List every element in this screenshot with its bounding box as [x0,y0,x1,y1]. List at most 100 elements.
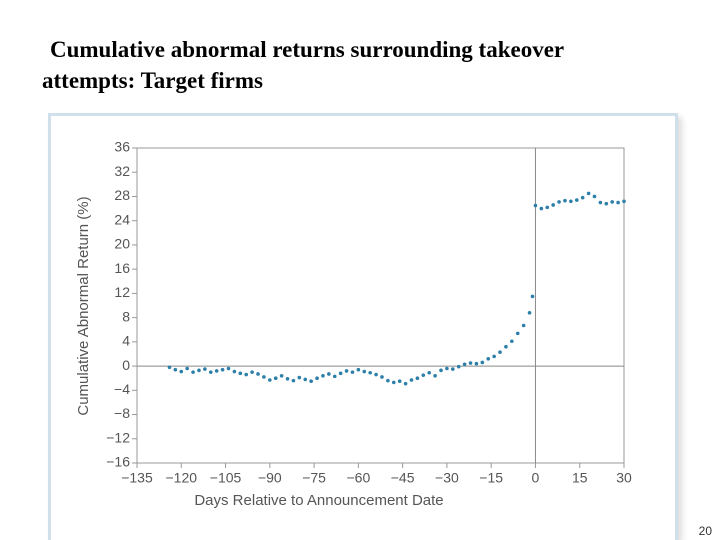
point [397,379,402,384]
x-tick-label: −135 [121,470,153,486]
x-tick-label: −15 [479,470,503,486]
y-tick-label: −8 [114,405,130,421]
plot-area [136,147,625,464]
point [297,375,302,380]
x-tick-label: −120 [165,470,197,486]
point [356,367,361,372]
y-axis-label: Cumulative Abnormal Return (%) [75,196,92,415]
point [545,205,550,210]
point [185,366,189,371]
point [586,191,591,196]
point [238,371,243,376]
y-tick-label: 32 [114,163,130,179]
point [315,376,319,380]
point [604,201,609,206]
point [515,331,520,336]
point [291,378,296,383]
y-tick-label: −16 [106,454,130,470]
point [563,198,567,203]
point [262,375,266,379]
y-tick-label: 8 [122,308,130,324]
point [533,203,538,208]
y-tick-label: 36 [114,139,130,155]
point [226,366,231,371]
point [580,195,585,200]
point [332,374,337,379]
point [203,367,207,371]
point [592,194,597,199]
point [279,373,284,378]
point [197,368,201,373]
x-axis-label: Days Relative to Announcement Date [194,492,443,509]
x-tick-label: −60 [346,470,370,486]
point [285,376,290,381]
point [530,294,535,299]
point [338,371,343,376]
point [321,373,325,378]
x-tick-label: 15 [572,470,588,486]
point [622,199,626,204]
y-tick-label: 0 [122,357,130,373]
point [539,206,544,211]
point [521,323,526,328]
point [191,370,195,374]
point [451,367,455,371]
y-tick-label: −4 [114,381,130,397]
point [598,200,603,205]
point [527,310,532,315]
point [303,377,308,382]
x-tick-label: 0 [532,470,540,486]
point [350,370,355,374]
point [309,379,313,384]
point [504,344,508,349]
point [468,361,473,365]
point [574,198,579,202]
point [256,372,260,376]
point [439,368,443,373]
point [409,378,414,382]
point [232,369,237,374]
point [492,354,496,359]
point [344,369,349,373]
point [173,367,178,372]
point [268,378,272,382]
x-tick-label: −90 [258,470,282,486]
point [208,370,213,374]
point [380,375,384,379]
page-number: 20 [698,524,712,538]
point [214,369,219,373]
point [551,203,555,207]
point [403,381,408,386]
x-tick-label: 30 [616,470,632,486]
point [510,339,514,344]
point [415,376,420,380]
x-tick-label: −45 [391,470,415,486]
y-tick-label: 12 [114,284,130,300]
x-tick-label: −105 [210,470,242,486]
title-line: attempts: Target firms [42,68,264,93]
point [386,378,390,383]
point [616,200,620,205]
y-tick-label: 16 [114,260,130,276]
x-tick-label: −30 [435,470,459,486]
point [421,373,426,377]
y-tick-label: 24 [114,211,130,227]
point [433,373,437,378]
point [368,370,372,375]
point [427,370,432,375]
point [273,376,278,380]
point [362,369,367,374]
y-tick-label: −12 [106,429,130,445]
point [462,362,467,367]
point [486,357,491,361]
point [474,361,479,366]
point [391,380,396,385]
point [244,372,249,377]
point [557,200,561,204]
slide-title: Cumulative abnormal returns surrounding … [42,34,702,96]
x-tick-label: −75 [302,470,326,486]
y-tick-label: 28 [114,187,130,203]
point [327,372,331,376]
